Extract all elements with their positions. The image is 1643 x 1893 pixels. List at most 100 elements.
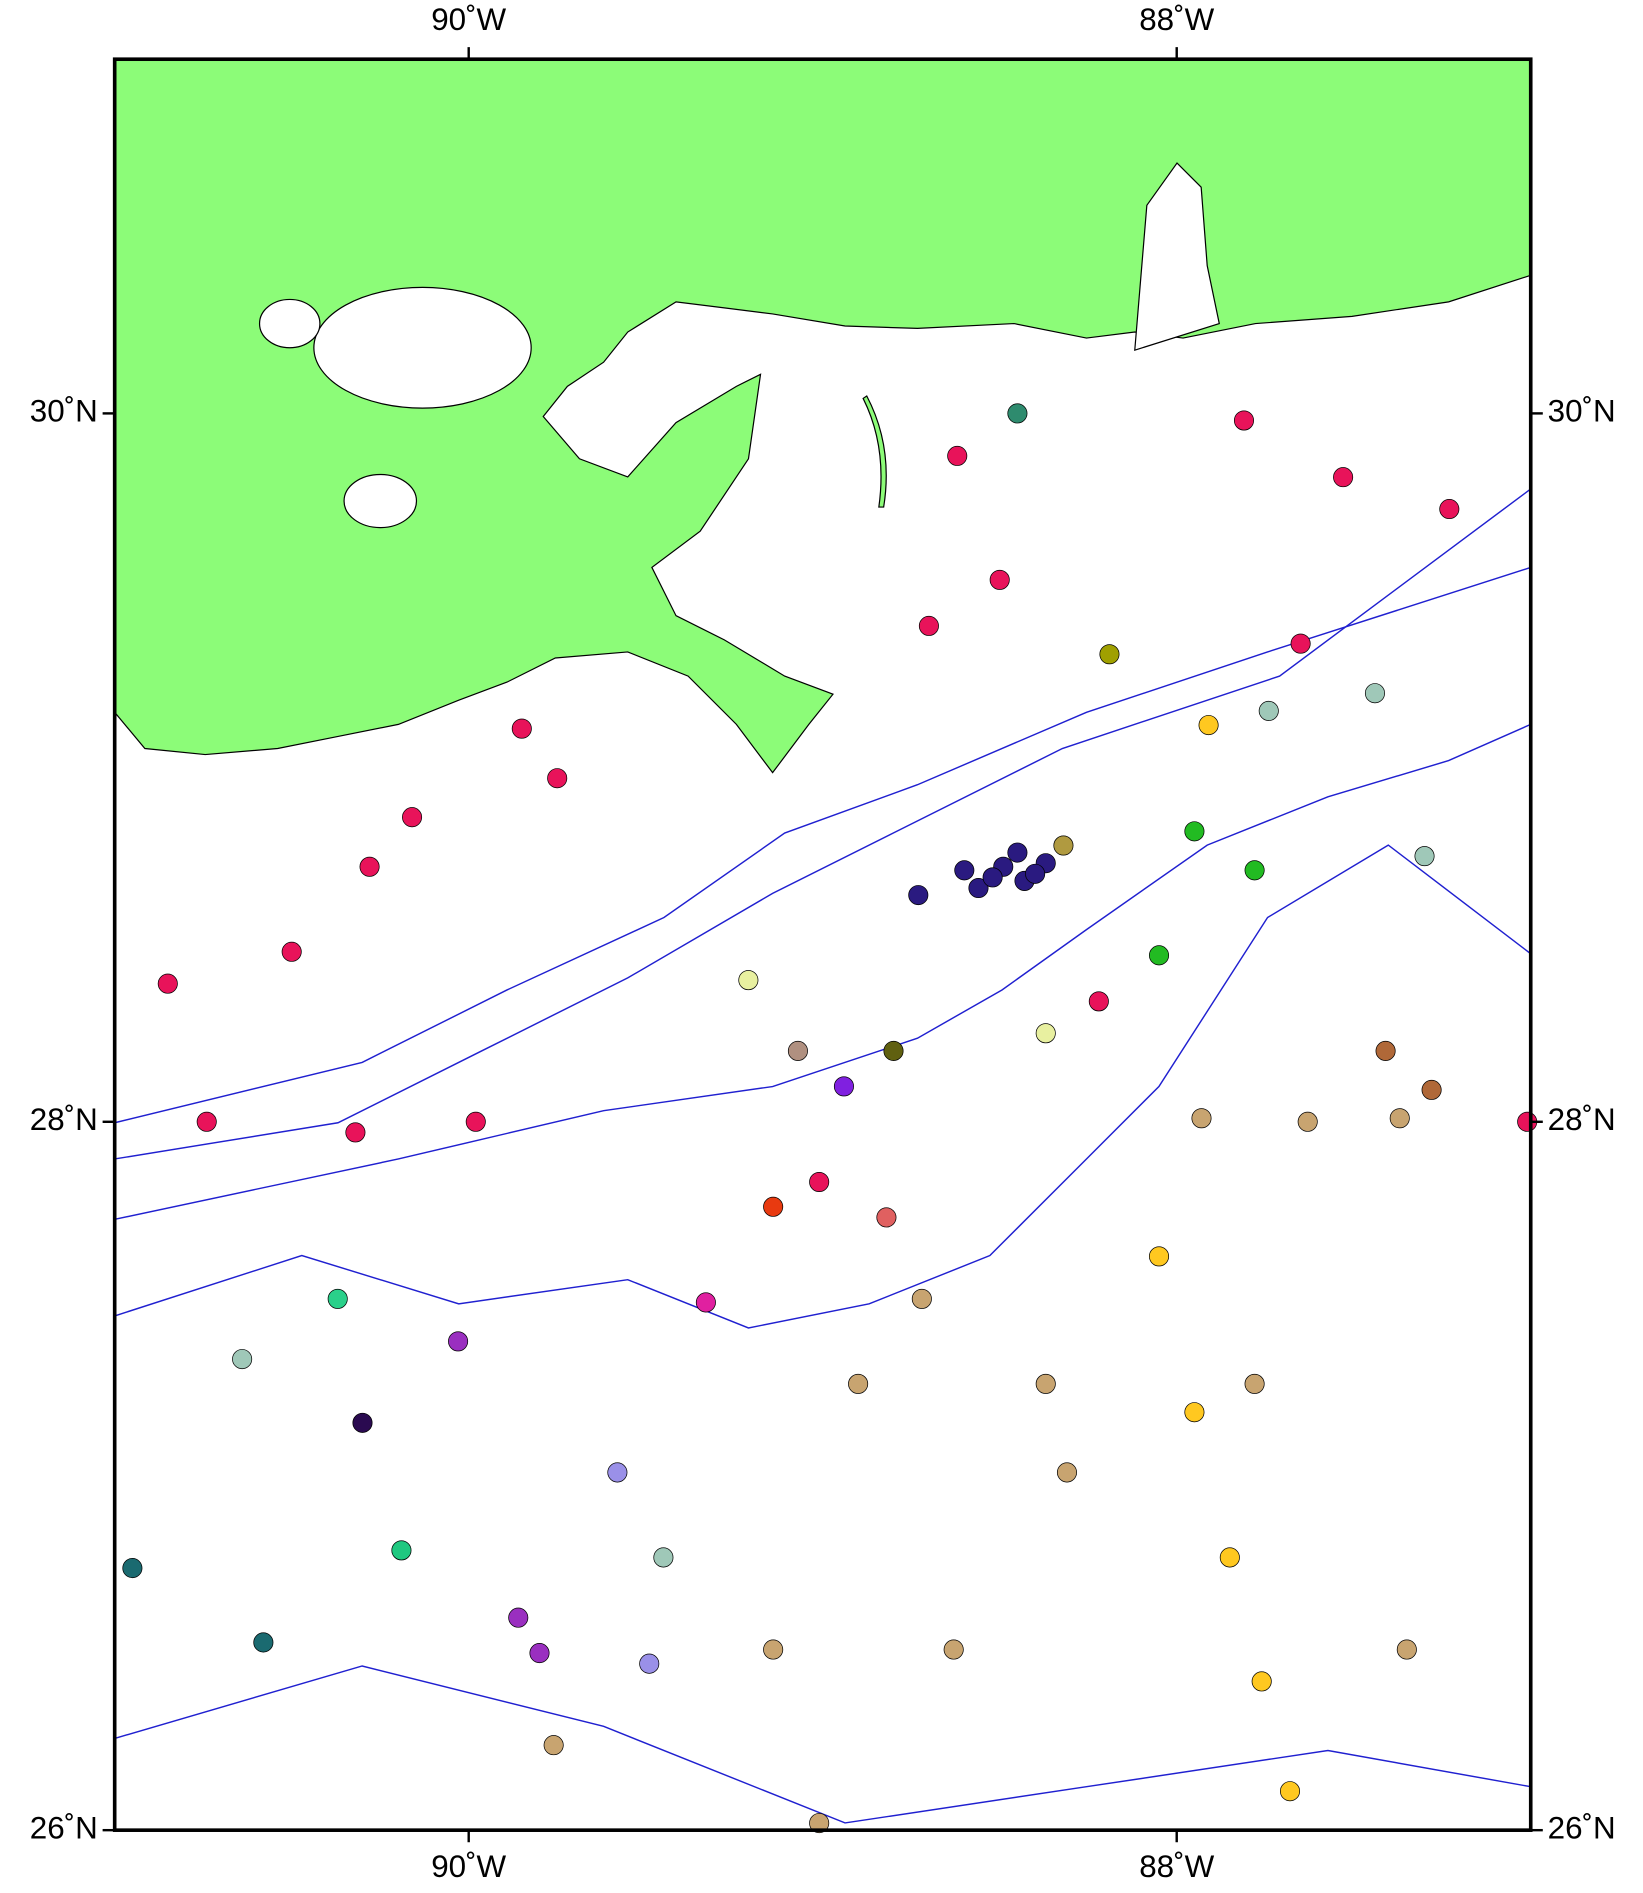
station — [1007, 403, 1028, 424]
station — [232, 1349, 253, 1370]
station — [1244, 860, 1265, 881]
station — [122, 1558, 143, 1579]
station — [529, 1643, 550, 1664]
station — [352, 1412, 373, 1433]
contours — [114, 488, 1532, 1824]
station — [908, 885, 929, 906]
station — [1099, 644, 1120, 665]
contour — [114, 488, 1532, 1160]
y-tick-label: 30˚N — [1548, 394, 1616, 429]
station — [511, 718, 532, 739]
station — [1088, 991, 1109, 1012]
land — [114, 58, 1532, 774]
station — [391, 1540, 412, 1561]
station — [547, 768, 568, 789]
station — [1414, 846, 1435, 867]
contour — [114, 1665, 1531, 1824]
station — [196, 1111, 217, 1132]
station — [359, 856, 380, 877]
station — [1148, 1246, 1170, 1267]
station — [883, 1040, 904, 1061]
station — [947, 445, 968, 466]
station — [982, 867, 1003, 888]
x-tick-label: 90˚W — [431, 2, 506, 37]
station — [1233, 410, 1255, 431]
station — [1244, 1373, 1265, 1394]
station — [327, 1288, 348, 1309]
station — [1184, 1402, 1205, 1423]
y-tick-label: 26˚N — [30, 1810, 98, 1845]
station — [1279, 1781, 1301, 1802]
station — [1375, 1040, 1396, 1061]
y-tick-label: 30˚N — [30, 394, 98, 429]
station — [763, 1196, 784, 1217]
station — [1198, 715, 1219, 736]
lake — [343, 473, 418, 529]
station — [639, 1653, 660, 1674]
station — [1035, 1023, 1056, 1044]
station — [848, 1373, 869, 1394]
station — [1297, 1111, 1318, 1132]
station — [1184, 821, 1205, 842]
station — [1025, 863, 1046, 884]
station — [448, 1331, 469, 1352]
station — [1258, 700, 1279, 721]
station — [1056, 1462, 1077, 1483]
station — [1251, 1671, 1272, 1692]
station — [1396, 1639, 1417, 1660]
contour — [114, 566, 1531, 1124]
y-tick-label: 28˚N — [30, 1102, 98, 1137]
station — [943, 1639, 964, 1660]
station — [402, 807, 423, 828]
station — [281, 941, 302, 962]
station — [1364, 683, 1385, 704]
station — [1219, 1547, 1240, 1568]
station — [465, 1111, 486, 1132]
lake — [313, 286, 532, 409]
station — [787, 1040, 808, 1061]
station — [157, 973, 178, 994]
lake — [258, 298, 321, 349]
station — [833, 1076, 854, 1097]
station — [954, 860, 975, 881]
station — [1389, 1108, 1410, 1129]
station — [1439, 499, 1460, 520]
station — [1290, 633, 1311, 654]
station — [968, 877, 989, 899]
land-mass — [114, 58, 1532, 774]
island — [862, 395, 887, 508]
station — [809, 1813, 830, 1834]
x-tick-label: 88˚W — [1139, 2, 1214, 37]
station — [918, 615, 939, 636]
station — [253, 1632, 274, 1653]
station — [1148, 945, 1170, 966]
station — [607, 1462, 628, 1483]
y-tick-label: 26˚N — [1548, 1810, 1616, 1845]
station — [1421, 1079, 1442, 1100]
station — [543, 1735, 564, 1756]
station — [1333, 467, 1354, 488]
x-tick-label: 88˚W — [1139, 1849, 1214, 1884]
y-tick-label: 28˚N — [1548, 1102, 1616, 1137]
station — [1035, 1373, 1056, 1394]
station — [763, 1639, 784, 1660]
station — [1007, 842, 1028, 863]
x-tick-label: 90˚W — [431, 1849, 506, 1884]
station — [1053, 835, 1074, 856]
station — [508, 1607, 529, 1628]
station — [1191, 1108, 1212, 1129]
station — [653, 1547, 674, 1568]
station — [345, 1122, 366, 1143]
frame — [112, 57, 1533, 1832]
station — [695, 1292, 716, 1313]
bay — [1134, 162, 1220, 351]
station — [911, 1288, 932, 1309]
station — [809, 1171, 830, 1193]
contour — [114, 723, 1532, 1221]
station — [876, 1207, 897, 1228]
station — [989, 569, 1010, 590]
station — [738, 970, 759, 991]
contour — [114, 844, 1532, 1329]
